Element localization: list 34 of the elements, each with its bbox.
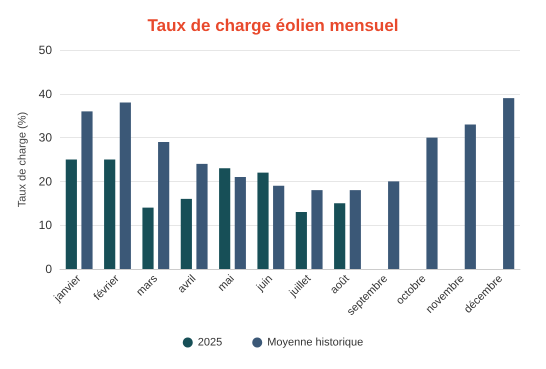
bar [426,138,438,269]
bar [196,164,208,269]
bar [158,142,170,269]
x-tick-label: avril [176,272,198,296]
bar [503,98,514,269]
chart-title: Taux de charge éolien mensuel [148,16,398,35]
y-axis-title: Taux de charge (%) [16,112,28,208]
bar [257,172,269,269]
bar [388,181,400,269]
y-tick-label: 0 [45,262,52,276]
y-tick-label: 40 [38,86,52,101]
x-tick-label: juin [254,272,276,294]
x-tick-label: mai [216,272,237,294]
bar [234,177,246,269]
legend-label: Moyenne historique [267,336,364,348]
bar [296,212,307,269]
bar [464,124,476,269]
bar [350,190,361,269]
legend-label: 2025 [198,336,222,348]
bar [142,208,154,269]
bar [219,168,230,269]
bar [104,160,116,269]
bar [66,160,77,269]
bar [311,190,323,269]
bar [120,102,131,269]
y-tick-label: 30 [38,130,52,145]
x-tick-label: août [328,272,352,296]
bar [334,203,346,269]
y-tick-label: 10 [38,218,52,232]
y-tick-label: 20 [38,174,52,188]
bar [81,111,93,269]
bar [273,186,284,269]
y-tick-label: 50 [38,43,52,57]
bar [180,198,192,269]
